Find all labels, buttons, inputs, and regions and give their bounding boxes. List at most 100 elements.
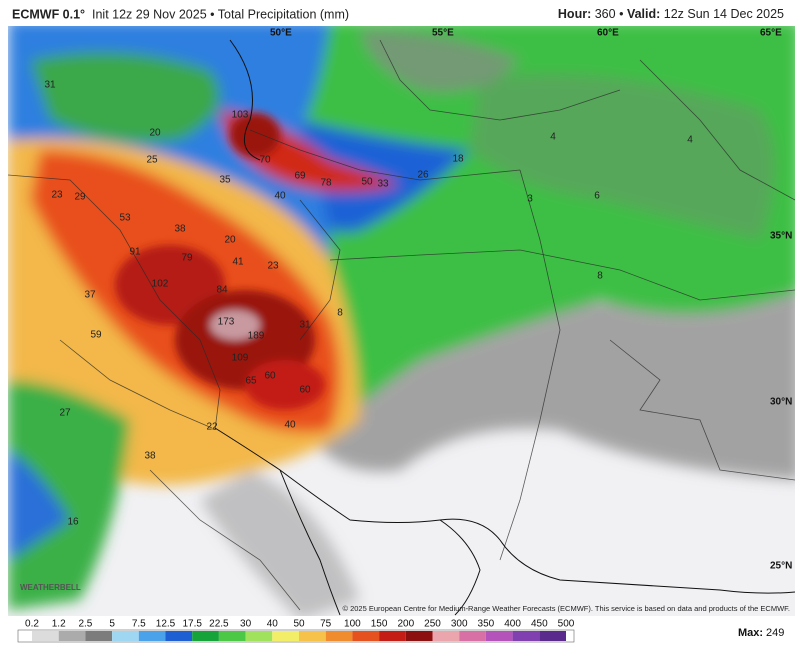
colorbar-swatch <box>352 631 380 641</box>
precip-label: 59 <box>90 330 102 341</box>
colorbar: 0.2 1.2 2.5 5 7.5 12.5 17.5 22.5 30 40 50 75 100 150 2… <box>17 619 575 643</box>
precip-label: 40 <box>274 191 286 202</box>
colorbar-swatch <box>539 631 566 641</box>
precip-label: 25 <box>146 155 158 166</box>
colorbar-label: 0.2 <box>25 619 39 630</box>
colorbar-label: 250 <box>424 619 441 630</box>
graticule-label: 55°E <box>432 28 454 39</box>
colorbar-label: 30 <box>240 619 252 630</box>
precip-core <box>115 113 325 410</box>
precip-label: 29 <box>74 192 86 203</box>
precip-label: 3 <box>527 194 533 205</box>
colorbar-label: 400 <box>504 619 521 630</box>
precip-label: 37 <box>84 290 96 301</box>
precip-label: 27 <box>59 408 71 419</box>
precip-label: 50 <box>361 177 373 188</box>
borders <box>8 39 795 611</box>
precip-label: 60 <box>299 385 311 396</box>
precip-label: 6 <box>594 191 600 202</box>
precip-label: 38 <box>174 224 186 235</box>
separator: • <box>619 7 623 21</box>
colorbar-swatch <box>85 631 113 641</box>
colorbar-label: 1.2 <box>52 619 66 630</box>
precip-label: 22 <box>206 422 218 433</box>
header: ECMWF 0.1° Init 12z 29 Nov 2025 • Total … <box>12 7 784 21</box>
colorbar-swatch <box>405 631 433 641</box>
max-label: Max: <box>738 627 763 639</box>
model-name: ECMWF 0.1° <box>12 7 85 21</box>
colorbar-label: 300 <box>451 619 468 630</box>
colorbar-label: 500 <box>558 619 575 630</box>
valid-label: Valid: <box>627 7 660 21</box>
precip-label: 20 <box>149 128 161 139</box>
colorbar-label: 50 <box>293 619 305 630</box>
colorbar-label: 40 <box>267 619 279 630</box>
colorbar-swatch <box>32 631 59 641</box>
precip-label: 26 <box>417 170 429 181</box>
precip-label: 20 <box>224 235 236 246</box>
precip-label: 38 <box>144 451 156 462</box>
colorbar-label: 75 <box>320 619 332 630</box>
valid-info: Hour: 360 • Valid: 12z Sun 14 Dec 2025 <box>558 7 784 21</box>
colorbar-label: 100 <box>344 619 361 630</box>
precip-label: 35 <box>219 175 231 186</box>
graticule-label: 35°N <box>770 231 792 242</box>
colorbar-swatch <box>485 631 513 641</box>
max-value: 249 <box>766 627 784 639</box>
precip-label: 4 <box>687 135 693 146</box>
graticule-label: 25°N <box>770 561 792 572</box>
colorbar-label: 22.5 <box>209 619 229 630</box>
precip-label: 173 <box>218 317 235 328</box>
colorbar-swatch <box>432 631 460 641</box>
precip-label: 33 <box>377 179 389 190</box>
precip-label: 4 <box>550 132 556 143</box>
colorbar-swatch <box>58 631 86 641</box>
valid-time: 12z Sun 14 Dec 2025 <box>664 7 784 21</box>
colorbar-label: 2.5 <box>78 619 92 630</box>
precip-label: 103 <box>232 110 249 121</box>
copyright: © 2025 European Centre for Medium-Range … <box>342 604 790 613</box>
colorbar-label: 17.5 <box>182 619 202 630</box>
graticule-label: 50°E <box>270 28 292 39</box>
graticule-label: 65°E <box>760 28 782 39</box>
precip-field <box>8 26 795 616</box>
colorbar-label: 150 <box>371 619 388 630</box>
logo: WEATHERBELL <box>20 583 81 592</box>
precip-label: 8 <box>337 308 343 319</box>
precip-label: 69 <box>294 171 306 182</box>
colorbar-swatch <box>192 631 219 641</box>
precip-label: 189 <box>248 331 265 342</box>
precip-label: 16 <box>67 517 79 528</box>
colorbar-swatch <box>459 631 486 641</box>
colorbar-swatch <box>218 631 246 641</box>
colorbar-swatch <box>512 631 540 641</box>
precip-label: 70 <box>259 155 271 166</box>
colorbar-swatch <box>272 631 299 641</box>
precip-label: 18 <box>452 154 464 165</box>
hour-label: Hour: <box>558 7 591 21</box>
colorbar-swatch <box>165 631 193 641</box>
colorbar-label: 200 <box>397 619 414 630</box>
precip-label: 31 <box>299 320 311 331</box>
precip-label: 78 <box>320 178 332 189</box>
precip-label: 41 <box>232 257 244 268</box>
precip-label: 23 <box>267 261 279 272</box>
precip-label: 109 <box>232 353 249 364</box>
precip-label: 60 <box>264 371 276 382</box>
precip-label: 8 <box>597 271 603 282</box>
colorbar-swatch <box>379 631 406 641</box>
colorbar-label: 350 <box>478 619 495 630</box>
subtitle: Init 12z 29 Nov 2025 • Total Precipitati… <box>92 7 349 21</box>
precip-label: 53 <box>119 213 131 224</box>
colorbar-swatch <box>245 631 273 641</box>
precip-label: 23 <box>51 190 63 201</box>
precip-label: 102 <box>152 279 169 290</box>
colorbar-swatch <box>325 631 353 641</box>
precip-label: 31 <box>44 80 56 91</box>
colorbar-label: 450 <box>531 619 548 630</box>
precip-label: 91 <box>129 247 141 258</box>
colorbar-swatch <box>138 631 166 641</box>
hour: 360 <box>595 7 616 21</box>
